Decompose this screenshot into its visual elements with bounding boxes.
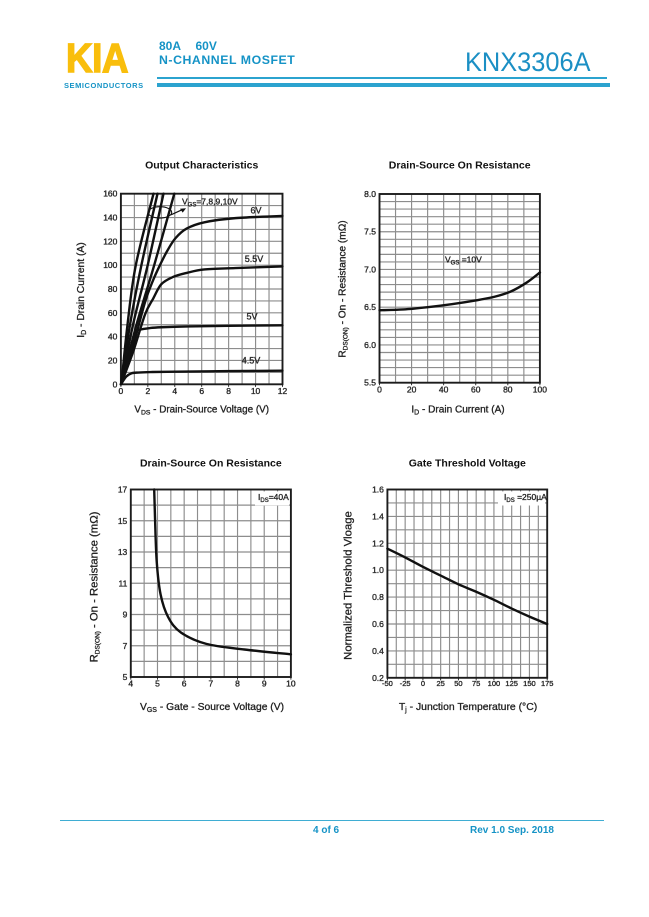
svg-text:5.5: 5.5 — [364, 378, 376, 388]
svg-text:40: 40 — [439, 384, 449, 394]
svg-text:Output Characteristics: Output Characteristics — [145, 160, 258, 172]
svg-text:160: 160 — [103, 189, 117, 199]
svg-text:-25: -25 — [400, 679, 411, 688]
svg-text:9: 9 — [262, 679, 267, 689]
svg-text:4: 4 — [128, 679, 133, 689]
svg-text:1.4: 1.4 — [372, 511, 384, 521]
svg-text:Tj - Junction Temperature (°C): Tj - Junction Temperature (°C) — [399, 702, 537, 714]
svg-text:20: 20 — [407, 384, 417, 394]
svg-text:7: 7 — [123, 641, 128, 651]
svg-text:-50: -50 — [382, 679, 393, 688]
svg-text:100: 100 — [103, 260, 117, 270]
svg-text:5: 5 — [155, 679, 160, 689]
svg-text:4: 4 — [172, 386, 177, 396]
svg-text:175: 175 — [541, 679, 554, 688]
svg-text:11: 11 — [118, 578, 127, 588]
svg-text:0: 0 — [113, 379, 118, 389]
svg-text:12: 12 — [278, 386, 288, 396]
svg-text:10: 10 — [251, 386, 261, 396]
svg-text:6: 6 — [199, 386, 204, 396]
svg-text:RDS(ON) - On - Resistance (mΩ): RDS(ON) - On - Resistance (mΩ) — [338, 220, 350, 357]
svg-text:8: 8 — [235, 679, 240, 689]
svg-text:1.2: 1.2 — [372, 538, 384, 548]
svg-text:8.0: 8.0 — [364, 189, 376, 199]
svg-text:7: 7 — [208, 679, 213, 689]
svg-text:80: 80 — [108, 284, 118, 294]
svg-text:5V: 5V — [246, 311, 257, 321]
svg-text:20: 20 — [108, 355, 118, 365]
svg-text:Gate Threshold Voltage: Gate Threshold Voltage — [409, 457, 526, 469]
svg-text:60: 60 — [471, 384, 481, 394]
svg-text:ID - Drain Current (A): ID - Drain Current (A) — [76, 242, 88, 337]
svg-text:0.8: 0.8 — [372, 592, 384, 602]
svg-text:0.4: 0.4 — [372, 646, 384, 656]
svg-text:4.5V: 4.5V — [242, 355, 261, 365]
svg-text:1.6: 1.6 — [372, 485, 384, 495]
svg-text:60: 60 — [108, 308, 118, 318]
svg-text:5.5V: 5.5V — [245, 254, 264, 264]
svg-text:Drain-Source On Resistance: Drain-Source On Resistance — [389, 160, 531, 172]
svg-text:7.0: 7.0 — [364, 264, 376, 274]
svg-text:75: 75 — [472, 679, 480, 688]
svg-text:1.0: 1.0 — [372, 565, 384, 575]
svg-text:80: 80 — [503, 384, 513, 394]
svg-text:7.5: 7.5 — [364, 227, 376, 237]
svg-text:VGS - Gate - Source Voltage (V: VGS - Gate - Source Voltage (V) — [140, 702, 284, 714]
svg-text:0.6: 0.6 — [372, 619, 384, 629]
svg-text:25: 25 — [436, 679, 444, 688]
svg-text:0: 0 — [421, 679, 425, 688]
svg-text:ID - Drain Current (A): ID - Drain Current (A) — [411, 405, 504, 417]
svg-text:50: 50 — [454, 679, 462, 688]
svg-text:140: 140 — [103, 213, 117, 223]
svg-text:15: 15 — [118, 516, 128, 526]
svg-text:13: 13 — [118, 547, 128, 557]
svg-text:100: 100 — [488, 679, 501, 688]
svg-text:100: 100 — [533, 384, 547, 394]
svg-text:8: 8 — [226, 386, 231, 396]
svg-text:Normalized Threshold Vloage: Normalized Threshold Vloage — [343, 511, 355, 660]
svg-text:0: 0 — [119, 386, 124, 396]
svg-text:5: 5 — [123, 672, 128, 682]
svg-text:0: 0 — [377, 384, 382, 394]
svg-text:VGS =10V: VGS =10V — [445, 255, 482, 267]
svg-text:6: 6 — [182, 679, 187, 689]
svg-text:VDS - Drain-Source Voltage (V): VDS - Drain-Source Voltage (V) — [134, 405, 269, 417]
svg-text:Drain-Source On Resistance: Drain-Source On Resistance — [140, 457, 282, 469]
svg-text:17: 17 — [118, 485, 128, 495]
svg-text:IDS =250µA: IDS =250µA — [504, 492, 547, 504]
svg-text:2: 2 — [145, 386, 150, 396]
svg-text:6.0: 6.0 — [364, 340, 376, 350]
svg-text:40: 40 — [108, 332, 118, 342]
svg-text:RDS(ON) - On - Resistance (mΩ): RDS(ON) - On - Resistance (mΩ) — [89, 511, 102, 662]
svg-text:9: 9 — [123, 610, 128, 620]
svg-text:VGS=7,8,9,10V: VGS=7,8,9,10V — [182, 197, 238, 209]
svg-text:150: 150 — [523, 679, 536, 688]
svg-text:10: 10 — [286, 679, 296, 689]
svg-text:0.2: 0.2 — [372, 673, 384, 683]
svg-text:120: 120 — [103, 236, 117, 246]
svg-text:6V: 6V — [250, 206, 261, 216]
svg-text:125: 125 — [505, 679, 518, 688]
svg-text:6.5: 6.5 — [364, 302, 376, 312]
